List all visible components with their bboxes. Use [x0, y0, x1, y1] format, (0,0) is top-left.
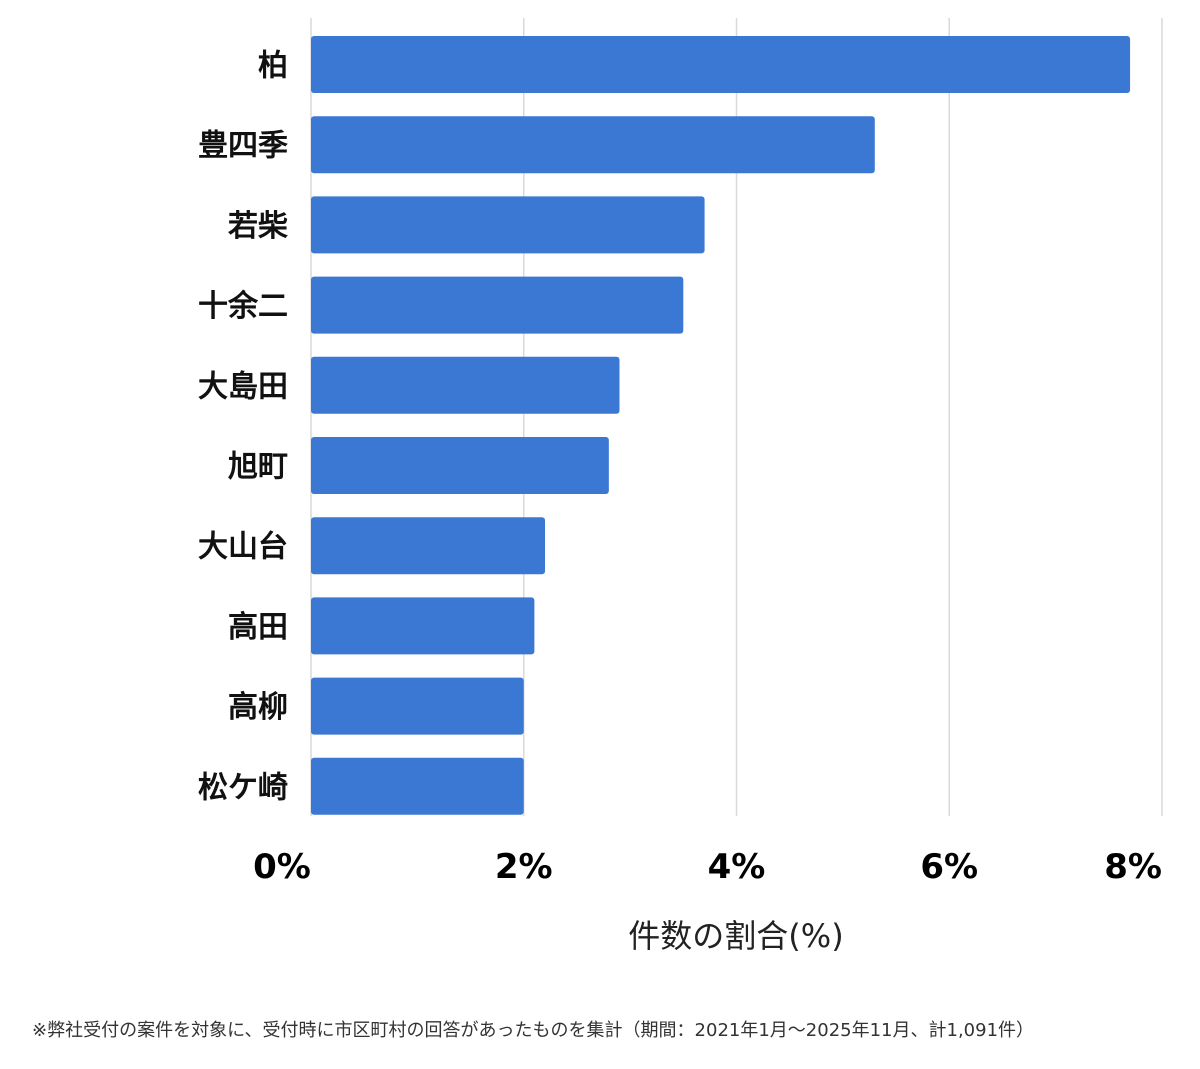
category-label: 豊四季: [198, 129, 288, 164]
bar: [311, 677, 524, 735]
category-label: 柏: [258, 49, 288, 84]
bar: [311, 517, 546, 575]
bar: [311, 276, 684, 334]
x-tick-label: 6%: [920, 847, 978, 887]
bar: [311, 196, 705, 254]
bar: [311, 597, 535, 655]
bar: [311, 116, 875, 174]
bar: [311, 356, 620, 414]
footnote: ※弊社受付の案件を対象に、受付時に市区町村の回答があったものを集計（期間：202…: [32, 1020, 1035, 1041]
x-tick-label: 2%: [495, 847, 553, 887]
category-label: 旭町: [228, 450, 288, 485]
category-label: 若柴: [228, 209, 288, 244]
category-label: 大山台: [198, 530, 288, 565]
bar: [311, 437, 609, 494]
category-label: 高田: [228, 610, 288, 645]
category-label: 大島田: [198, 369, 288, 404]
category-label: 松ケ崎: [198, 770, 288, 805]
x-tick-label: 8%: [1104, 847, 1162, 887]
x-tick-labels: 0% 2% 4% 6% 8%: [253, 847, 1162, 887]
x-axis-title: 件数の割合(%): [628, 917, 843, 955]
category-label: 高柳: [228, 690, 288, 725]
x-tick-label: 4%: [708, 847, 766, 887]
category-label: 十余二: [198, 289, 288, 324]
bar: [311, 36, 1131, 93]
bar: [311, 757, 524, 815]
bars: [311, 36, 1131, 815]
x-tick-label: 0%: [253, 847, 311, 887]
